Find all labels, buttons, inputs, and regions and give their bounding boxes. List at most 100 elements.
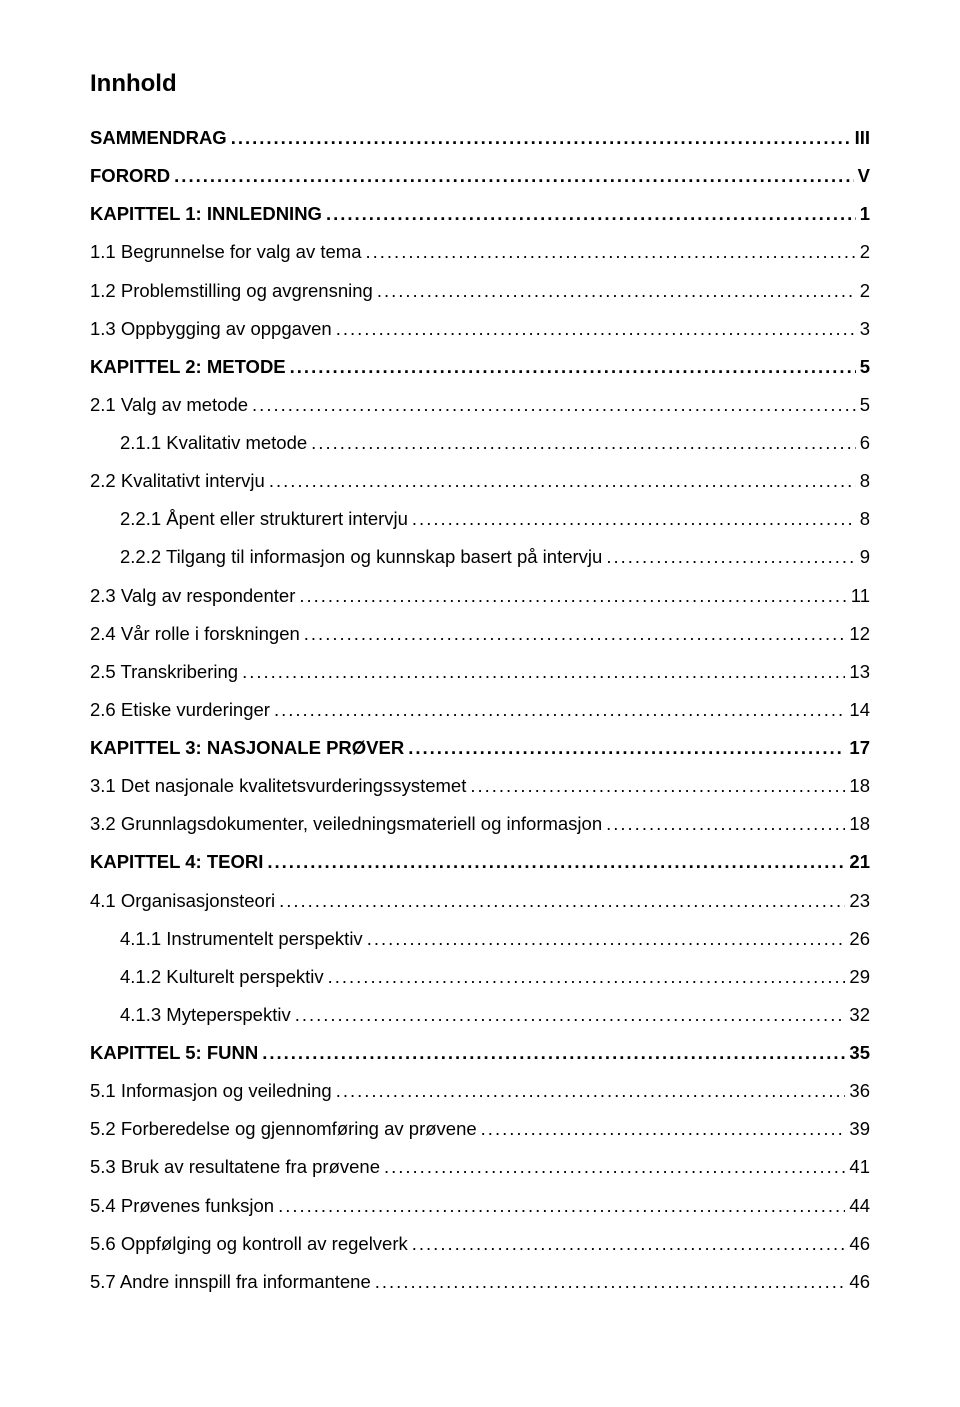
- toc-leader-dots: [174, 164, 853, 187]
- toc-leader-dots: [481, 1117, 846, 1140]
- toc-leader-dots: [470, 774, 845, 797]
- toc-entry-label: 4.1.2 Kulturelt perspektiv: [120, 965, 324, 988]
- toc-entry: 1.3 Oppbygging av oppgaven 3: [90, 317, 870, 340]
- toc-entry-label: KAPITTEL 3: NASJONALE PRØVER: [90, 736, 404, 759]
- toc-entry-label: KAPITTEL 2: METODE: [90, 355, 286, 378]
- toc-leader-dots: [606, 545, 855, 568]
- toc-entry-page: 35: [849, 1041, 870, 1064]
- toc-entry-label: 1.3 Oppbygging av oppgaven: [90, 317, 332, 340]
- toc-entry: 5.1 Informasjon og veiledning 36: [90, 1079, 870, 1102]
- toc-leader-dots: [326, 202, 856, 225]
- toc-entry-label: 5.2 Forberedelse og gjennomføring av prø…: [90, 1117, 477, 1140]
- toc-entry: 5.2 Forberedelse og gjennomføring av prø…: [90, 1117, 870, 1140]
- toc-entry-label: 5.4 Prøvenes funksjon: [90, 1194, 274, 1217]
- toc-entry-page: 11: [851, 584, 870, 607]
- toc-entry-label: 2.1.1 Kvalitativ metode: [120, 431, 307, 454]
- toc-entry-page: 39: [849, 1117, 870, 1140]
- toc-entry-page: 21: [849, 850, 870, 873]
- toc-entry-page: 3: [860, 317, 870, 340]
- toc-entry-page: 46: [849, 1270, 870, 1293]
- toc-entry: 4.1 Organisasjonsteori 23: [90, 889, 870, 912]
- toc-entry-page: 5: [860, 393, 870, 416]
- toc-entry-label: 5.7 Andre innspill fra informantene: [90, 1270, 371, 1293]
- toc-entry-label: 5.3 Bruk av resultatene fra prøvene: [90, 1155, 380, 1178]
- toc-leader-dots: [384, 1155, 845, 1178]
- toc-entry-label: 2.6 Etiske vurderinger: [90, 698, 270, 721]
- toc-entry-page: 18: [849, 774, 870, 797]
- toc-entry: FORORD V: [90, 164, 870, 187]
- toc-entry: 2.4 Vår rolle i forskningen 12: [90, 622, 870, 645]
- toc-entry-page: 12: [849, 622, 870, 645]
- toc-entry-page: 8: [860, 507, 870, 530]
- toc-entry-page: 2: [860, 279, 870, 302]
- toc-entry: KAPITTEL 2: METODE 5: [90, 355, 870, 378]
- toc-entry-page: 18: [849, 812, 870, 835]
- toc-entry-page: III: [855, 126, 870, 149]
- toc-entry-page: 2: [860, 240, 870, 263]
- toc-entry-page: 36: [849, 1079, 870, 1102]
- toc-entry: 3.1 Det nasjonale kvalitetsvurderingssys…: [90, 774, 870, 797]
- toc-entry: 5.3 Bruk av resultatene fra prøvene 41: [90, 1155, 870, 1178]
- toc-entry-label: 2.5 Transkribering: [90, 660, 238, 683]
- toc-entry: 4.1.2 Kulturelt perspektiv 29: [90, 965, 870, 988]
- toc-leader-dots: [274, 698, 845, 721]
- toc-leader-dots: [412, 507, 856, 530]
- toc-entry: 2.2 Kvalitativt intervju 8: [90, 469, 870, 492]
- toc-entry-page: 13: [849, 660, 870, 683]
- toc-entry: 2.2.2 Tilgang til informasjon og kunnska…: [90, 545, 870, 568]
- toc-leader-dots: [366, 240, 856, 263]
- toc-leader-dots: [336, 1079, 846, 1102]
- toc-leader-dots: [311, 431, 856, 454]
- toc-entry: 5.4 Prøvenes funksjon 44: [90, 1194, 870, 1217]
- toc-entry-page: V: [858, 164, 870, 187]
- toc-entry-label: 2.2.1 Åpent eller strukturert intervju: [120, 507, 408, 530]
- toc-entry-label: 5.6 Oppfølging og kontroll av regelverk: [90, 1232, 408, 1255]
- toc-entry: 1.2 Problemstilling og avgrensning 2: [90, 279, 870, 302]
- toc-entry-page: 9: [860, 545, 870, 568]
- toc-entry: 5.7 Andre innspill fra informantene 46: [90, 1270, 870, 1293]
- toc-entry-page: 1: [860, 202, 870, 225]
- toc-entry-label: 2.3 Valg av respondenter: [90, 584, 295, 607]
- toc-entry: KAPITTEL 4: TEORI 21: [90, 850, 870, 873]
- toc-entry-page: 8: [860, 469, 870, 492]
- toc-entry-page: 44: [849, 1194, 870, 1217]
- toc-entry-label: 4.1 Organisasjonsteori: [90, 889, 275, 912]
- toc-leader-dots: [377, 279, 856, 302]
- toc-leader-dots: [304, 622, 846, 645]
- toc-leader-dots: [231, 126, 851, 149]
- toc-entry: SAMMENDRAG III: [90, 126, 870, 149]
- toc-leader-dots: [252, 393, 856, 416]
- toc-leader-dots: [278, 1194, 845, 1217]
- toc-entry-label: 2.4 Vår rolle i forskningen: [90, 622, 300, 645]
- toc-entry: 2.3 Valg av respondenter 11: [90, 584, 870, 607]
- toc-leader-dots: [295, 1003, 846, 1026]
- toc-entry: 3.2 Grunnlagsdokumenter, veiledningsmate…: [90, 812, 870, 835]
- toc-entry: 5.6 Oppfølging og kontroll av regelverk …: [90, 1232, 870, 1255]
- toc-entry-label: KAPITTEL 4: TEORI: [90, 850, 263, 873]
- toc-leader-dots: [267, 850, 845, 873]
- toc-entry-page: 17: [849, 736, 870, 759]
- toc-leader-dots: [606, 812, 845, 835]
- toc-entry-label: 1.1 Begrunnelse for valg av tema: [90, 240, 362, 263]
- document-page: Innhold SAMMENDRAG III FORORD V KAPITTEL 1…: [0, 0, 960, 1407]
- toc-entry-page: 5: [860, 355, 870, 378]
- toc-entry-label: KAPITTEL 5: FUNN: [90, 1041, 258, 1064]
- toc-entry-page: 29: [849, 965, 870, 988]
- toc-leader-dots: [408, 736, 845, 759]
- toc-leader-dots: [242, 660, 845, 683]
- toc-entry: KAPITTEL 3: NASJONALE PRØVER 17: [90, 736, 870, 759]
- toc-entry-label: 3.2 Grunnlagsdokumenter, veiledningsmate…: [90, 812, 602, 835]
- toc-entry: 2.1 Valg av metode 5: [90, 393, 870, 416]
- page-title: Innhold: [90, 70, 870, 98]
- toc-entry-label: 4.1.3 Myteperspektiv: [120, 1003, 291, 1026]
- toc-entry-label: 5.1 Informasjon og veiledning: [90, 1079, 332, 1102]
- toc-leader-dots: [328, 965, 846, 988]
- toc-entry: 1.1 Begrunnelse for valg av tema 2: [90, 240, 870, 263]
- toc-entry: KAPITTEL 1: INNLEDNING 1: [90, 202, 870, 225]
- toc-entry-label: SAMMENDRAG: [90, 126, 227, 149]
- toc-entry-label: 4.1.1 Instrumentelt perspektiv: [120, 927, 363, 950]
- toc-entry: 2.6 Etiske vurderinger 14: [90, 698, 870, 721]
- toc-entry-page: 41: [849, 1155, 870, 1178]
- toc-entry-label: FORORD: [90, 164, 170, 187]
- table-of-contents: SAMMENDRAG III FORORD V KAPITTEL 1: INNLED…: [90, 126, 870, 1293]
